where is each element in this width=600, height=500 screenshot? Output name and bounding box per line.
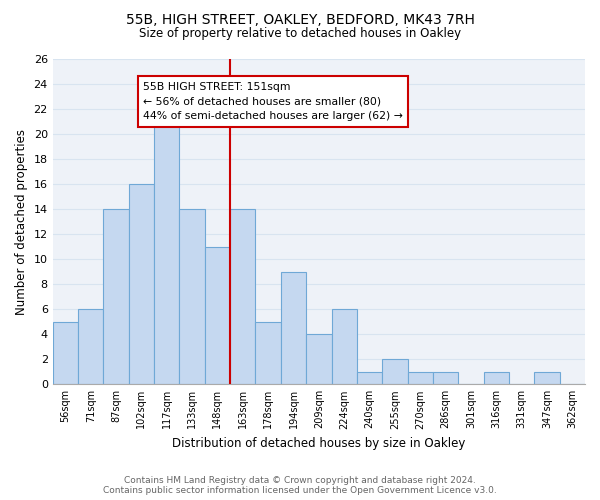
Bar [129, 184, 154, 384]
Text: Contains HM Land Registry data © Crown copyright and database right 2024.
Contai: Contains HM Land Registry data © Crown c… [103, 476, 497, 495]
Bar [332, 309, 357, 384]
Bar [103, 209, 129, 384]
Y-axis label: Number of detached properties: Number of detached properties [15, 128, 28, 314]
Bar [407, 372, 433, 384]
Text: Size of property relative to detached houses in Oakley: Size of property relative to detached ho… [139, 28, 461, 40]
Bar [535, 372, 560, 384]
Bar [179, 209, 205, 384]
Bar [53, 322, 78, 384]
Bar [357, 372, 382, 384]
Bar [433, 372, 458, 384]
Bar [78, 309, 103, 384]
Bar [281, 272, 306, 384]
Bar [382, 360, 407, 384]
Bar [256, 322, 281, 384]
Text: 55B, HIGH STREET, OAKLEY, BEDFORD, MK43 7RH: 55B, HIGH STREET, OAKLEY, BEDFORD, MK43 … [125, 12, 475, 26]
Bar [484, 372, 509, 384]
X-axis label: Distribution of detached houses by size in Oakley: Distribution of detached houses by size … [172, 437, 466, 450]
Bar [230, 209, 256, 384]
Bar [205, 246, 230, 384]
Bar [154, 122, 179, 384]
Text: 55B HIGH STREET: 151sqm
← 56% of detached houses are smaller (80)
44% of semi-de: 55B HIGH STREET: 151sqm ← 56% of detache… [143, 82, 403, 122]
Bar [306, 334, 332, 384]
